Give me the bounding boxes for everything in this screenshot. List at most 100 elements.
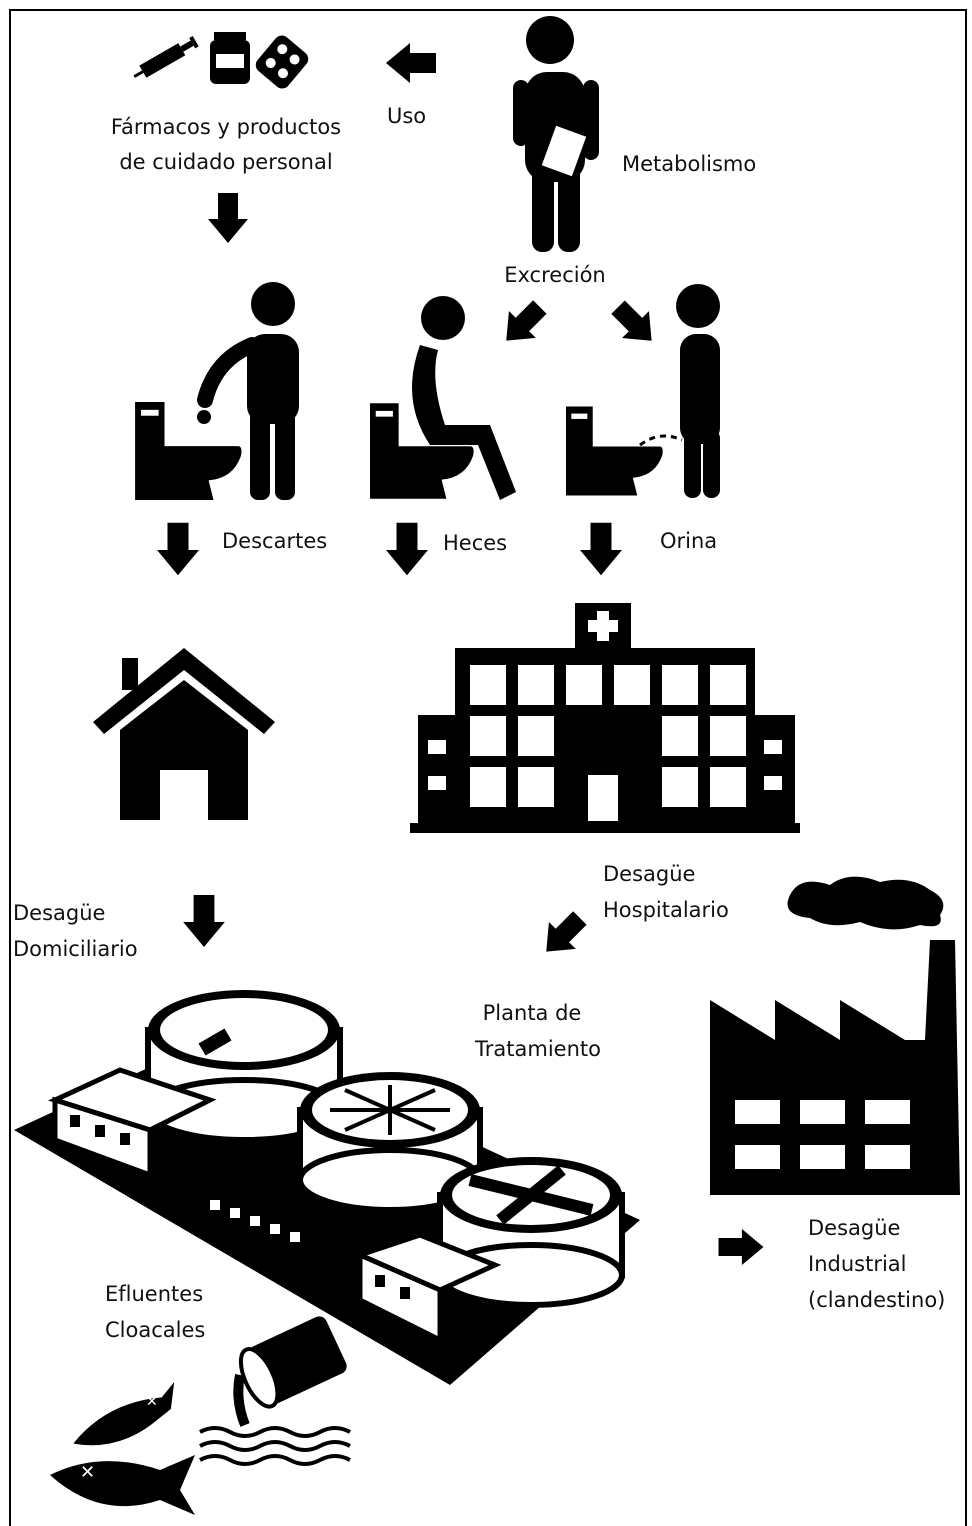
factory-part [788,877,944,930]
factory-part-part [735,1100,780,1124]
fish-eye: ✕ [146,1394,158,1410]
factory-part-part [800,1100,845,1124]
hospital-part-part [764,776,782,790]
arrows-part [533,905,593,965]
treatment-plant-part-part [330,1085,450,1135]
label: Excreción [504,263,606,287]
pollution-part-part [200,1428,350,1436]
person-metabolism-part [532,160,554,252]
treatment-plant-part-part [210,1200,220,1210]
hospital-part-part [518,665,554,705]
arrows-part [208,193,248,243]
hospital-part-part [662,716,698,756]
person-discarding-part [250,410,270,500]
arrows-part [605,294,665,354]
hospital-part-part [764,740,782,754]
hospital-part-part [710,716,746,756]
label: Efluentes [105,1282,203,1306]
label: Metabolismo [622,152,756,176]
hospital-part-part [662,767,698,807]
label: Uso [387,104,426,128]
person-metabolism-part [526,16,574,64]
arrows-part [183,895,225,947]
pharma-icons-part [131,35,199,83]
hospital-part-part [518,716,554,756]
label: Industrial [808,1252,907,1276]
pharma-icons-part [253,32,312,91]
treatment-plant-part-part [120,1133,130,1145]
hospital-part-part [470,665,506,705]
pollution-part-part [66,1382,183,1450]
pollution-part-part [200,1442,350,1450]
person-sitting-part [421,296,465,340]
label: Desagüe [808,1216,900,1240]
pollution-part [200,1428,350,1464]
hospital-part-part [428,776,446,790]
label: Cloacales [105,1318,205,1342]
hospital-part-part [614,665,650,705]
label: Planta de [483,1001,582,1025]
arrows-part [386,523,428,576]
person-metabolism-part [513,80,529,146]
treatment-plant-part-part [250,1216,260,1226]
person-sitting [370,296,516,500]
treatment-plant-part-part [375,1275,385,1287]
hospital-part-part [710,665,746,705]
treatment-plant-part-part [160,998,328,1062]
person-discarding-part [205,345,252,400]
house-part [122,658,138,690]
hospital-part-part [662,665,698,705]
arrows-part [719,1229,764,1265]
pollution-part-part [200,1456,350,1464]
label: Hospitalario [603,898,729,922]
treatment-plant-part-part [70,1115,80,1127]
pharma-icons-part [216,54,244,68]
person-urinating-part [676,284,720,328]
label: Domiciliario [13,937,138,961]
hospital-part-part [470,716,506,756]
person-discarding-part [251,282,295,326]
hospital-part-part [428,740,446,754]
pharma-icons-part-part [134,72,143,77]
treatment-plant-part-part [95,1125,105,1137]
label: Heces [443,531,507,555]
arrows-part [386,43,436,83]
pollution-part [233,1314,349,1412]
label: Desagüe [603,862,695,886]
arrows-part [580,523,622,576]
factory-part-part [865,1145,910,1169]
hospital-part-part [566,665,602,705]
person-urinating-part [703,430,720,498]
hospital-part [418,715,455,826]
pharma-icons [131,32,312,92]
label: Fármacos y productos [111,115,341,139]
person-urinating-part [566,406,663,495]
pharma-icons-part-part [139,43,185,78]
fish-eye: ✕ [80,1462,95,1483]
label: Descartes [222,529,327,553]
arrows-part [157,523,199,576]
hospital-part-part [710,767,746,807]
pollution: ✕ ✕ [50,1314,350,1515]
factory-part-part [800,1145,845,1169]
label: (clandestino) [808,1288,945,1312]
label: Desagüe [13,901,105,925]
hospital [410,603,800,833]
person-discarding-part [135,402,241,500]
person-discarding-part [275,410,295,500]
treatment-plant-part-part [270,1224,280,1234]
diagram: ✕ ✕ Fármacos y productos de cuidado pers… [0,0,972,1526]
factory [710,877,960,1195]
pharma-icons-part-part [253,32,312,91]
person-discarding-part [197,410,211,424]
factory-part-part [865,1100,910,1124]
label: Orina [660,529,717,553]
person-urinating-part [684,430,701,498]
treatment-plant-part-part [230,1208,240,1218]
person-discarding [135,282,299,500]
treatment-plant-part-part [290,1232,300,1242]
pollution-part-part [50,1455,195,1515]
treatment-plant-part-part [400,1287,410,1299]
person-urinating [566,284,720,498]
treatment-plant-part [440,1157,622,1305]
